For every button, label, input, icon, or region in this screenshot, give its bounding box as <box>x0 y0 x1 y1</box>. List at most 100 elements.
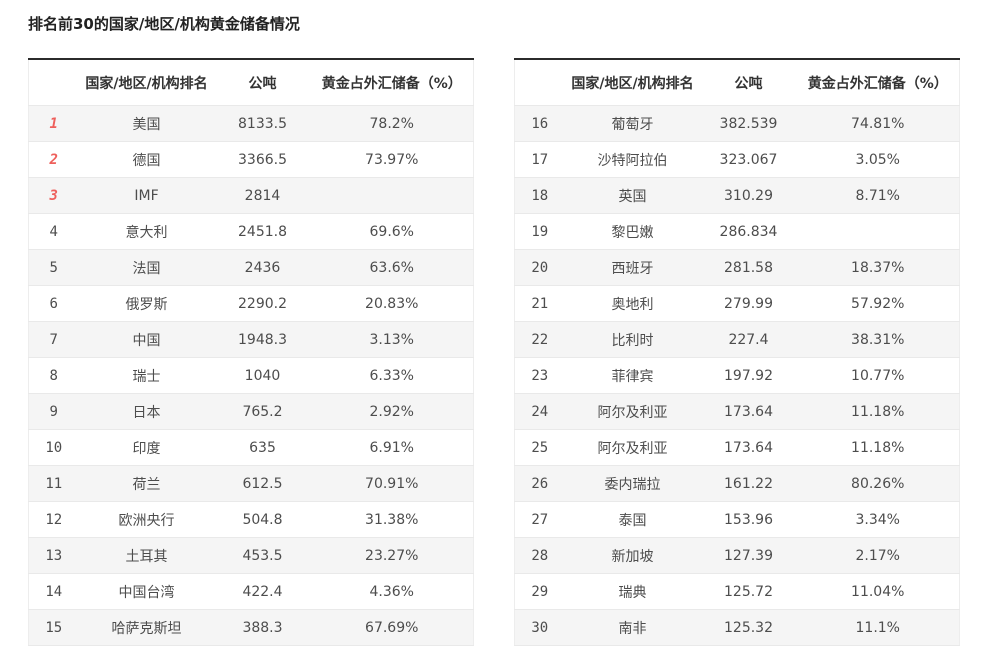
country-cell: 俄罗斯 <box>78 285 215 322</box>
country-cell: 委内瑞拉 <box>564 465 701 502</box>
table-row: 14 中国台湾 422.4 4.36% <box>28 573 474 610</box>
percent-cell: 74.81% <box>796 105 960 142</box>
rank-cell: 28 <box>514 537 565 574</box>
percent-cell: 69.6% <box>310 213 474 250</box>
rank-cell: 12 <box>28 501 79 538</box>
header-tonnes: 公吨 <box>700 59 797 106</box>
percent-cell: 18.37% <box>796 249 960 286</box>
percent-cell: 11.18% <box>796 393 960 430</box>
header-tonnes: 公吨 <box>214 59 311 106</box>
table-row: 27 泰国 153.96 3.34% <box>514 501 960 538</box>
table-row: 3 IMF 2814 <box>28 177 474 214</box>
percent-cell: 38.31% <box>796 321 960 358</box>
rank-cell: 1 <box>28 105 79 142</box>
percent-cell: 20.83% <box>310 285 474 322</box>
table-row: 9 日本 765.2 2.92% <box>28 393 474 430</box>
country-cell: 阿尔及利亚 <box>564 429 701 466</box>
tonnes-cell: 388.3 <box>214 609 311 646</box>
table-row: 18 英国 310.29 8.71% <box>514 177 960 214</box>
percent-cell: 11.04% <box>796 573 960 610</box>
rank-cell: 23 <box>514 357 565 394</box>
tonnes-cell: 281.58 <box>700 249 797 286</box>
rank-cell: 9 <box>28 393 79 430</box>
tonnes-cell: 2814 <box>214 177 311 214</box>
rank-cell: 16 <box>514 105 565 142</box>
rank-cell: 13 <box>28 537 79 574</box>
country-cell: 奥地利 <box>564 285 701 322</box>
table-row: 13 土耳其 453.5 23.27% <box>28 537 474 574</box>
header-rank <box>28 59 79 106</box>
country-cell: 比利时 <box>564 321 701 358</box>
table-row: 2 德国 3366.5 73.97% <box>28 141 474 178</box>
tonnes-cell: 504.8 <box>214 501 311 538</box>
country-cell: 阿尔及利亚 <box>564 393 701 430</box>
table-row: 21 奥地利 279.99 57.92% <box>514 285 960 322</box>
percent-cell: 70.91% <box>310 465 474 502</box>
rank-cell: 27 <box>514 501 565 538</box>
tonnes-cell: 323.067 <box>700 141 797 178</box>
percent-cell: 78.2% <box>310 105 474 142</box>
country-cell: 中国台湾 <box>78 573 215 610</box>
rank-cell: 21 <box>514 285 565 322</box>
table-row: 5 法国 2436 63.6% <box>28 249 474 286</box>
tonnes-cell: 153.96 <box>700 501 797 538</box>
country-cell: 日本 <box>78 393 215 430</box>
tonnes-cell: 125.72 <box>700 573 797 610</box>
table-row: 28 新加坡 127.39 2.17% <box>514 537 960 574</box>
tonnes-cell: 310.29 <box>700 177 797 214</box>
percent-cell: 67.69% <box>310 609 474 646</box>
table-header-left: 国家/地区/机构排名 公吨 黄金占外汇储备（%） <box>28 59 474 106</box>
tonnes-cell: 635 <box>214 429 311 466</box>
country-cell: 意大利 <box>78 213 215 250</box>
percent-cell: 2.17% <box>796 537 960 574</box>
table-row: 7 中国 1948.3 3.13% <box>28 321 474 358</box>
rank-cell: 18 <box>514 177 565 214</box>
percent-cell: 73.97% <box>310 141 474 178</box>
table-row: 1 美国 8133.5 78.2% <box>28 105 474 142</box>
tonnes-cell: 173.64 <box>700 393 797 430</box>
table-row: 26 委内瑞拉 161.22 80.26% <box>514 465 960 502</box>
percent-cell: 80.26% <box>796 465 960 502</box>
tonnes-cell: 127.39 <box>700 537 797 574</box>
tonnes-cell: 173.64 <box>700 429 797 466</box>
table-row: 16 葡萄牙 382.539 74.81% <box>514 105 960 142</box>
rank-cell: 17 <box>514 141 565 178</box>
table-row: 19 黎巴嫩 286.834 <box>514 213 960 250</box>
table-header-right: 国家/地区/机构排名 公吨 黄金占外汇储备（%） <box>514 59 960 106</box>
page-title: 排名前30的国家/地区/机构黄金储备情况 <box>28 15 300 33</box>
percent-cell: 11.1% <box>796 609 960 646</box>
table-row: 11 荷兰 612.5 70.91% <box>28 465 474 502</box>
table-body-left: 1 美国 8133.5 78.2% 2 德国 3366.5 73.97% 3 IMF 2814 4 意大… <box>28 105 474 646</box>
rank-cell: 2 <box>28 141 79 178</box>
rank-cell: 5 <box>28 249 79 286</box>
rank-cell: 8 <box>28 357 79 394</box>
rank-cell: 7 <box>28 321 79 358</box>
percent-cell: 4.36% <box>310 573 474 610</box>
tonnes-cell: 2290.2 <box>214 285 311 322</box>
rank-cell: 10 <box>28 429 79 466</box>
table-row: 20 西班牙 281.58 18.37% <box>514 249 960 286</box>
percent-cell: 23.27% <box>310 537 474 574</box>
header-country: 国家/地区/机构排名 <box>78 59 215 106</box>
country-cell: 欧洲央行 <box>78 501 215 538</box>
rank-cell: 19 <box>514 213 565 250</box>
percent-cell: 31.38% <box>310 501 474 538</box>
rank-cell: 29 <box>514 573 565 610</box>
country-cell: 瑞士 <box>78 357 215 394</box>
country-cell: 沙特阿拉伯 <box>564 141 701 178</box>
rank-cell: 25 <box>514 429 565 466</box>
percent-cell: 3.34% <box>796 501 960 538</box>
country-cell: 葡萄牙 <box>564 105 701 142</box>
country-cell: 荷兰 <box>78 465 215 502</box>
country-cell: 泰国 <box>564 501 701 538</box>
country-cell: 瑞典 <box>564 573 701 610</box>
table-row: 22 比利时 227.4 38.31% <box>514 321 960 358</box>
country-cell: 菲律宾 <box>564 357 701 394</box>
gold-reserves-table-left: 国家/地区/机构排名 公吨 黄金占外汇储备（%） 1 美国 8133.5 78.2% 2… <box>28 58 474 646</box>
tonnes-cell: 161.22 <box>700 465 797 502</box>
tonnes-cell: 286.834 <box>700 213 797 250</box>
country-cell: 法国 <box>78 249 215 286</box>
table-row: 24 阿尔及利亚 173.64 11.18% <box>514 393 960 430</box>
table-row: 4 意大利 2451.8 69.6% <box>28 213 474 250</box>
